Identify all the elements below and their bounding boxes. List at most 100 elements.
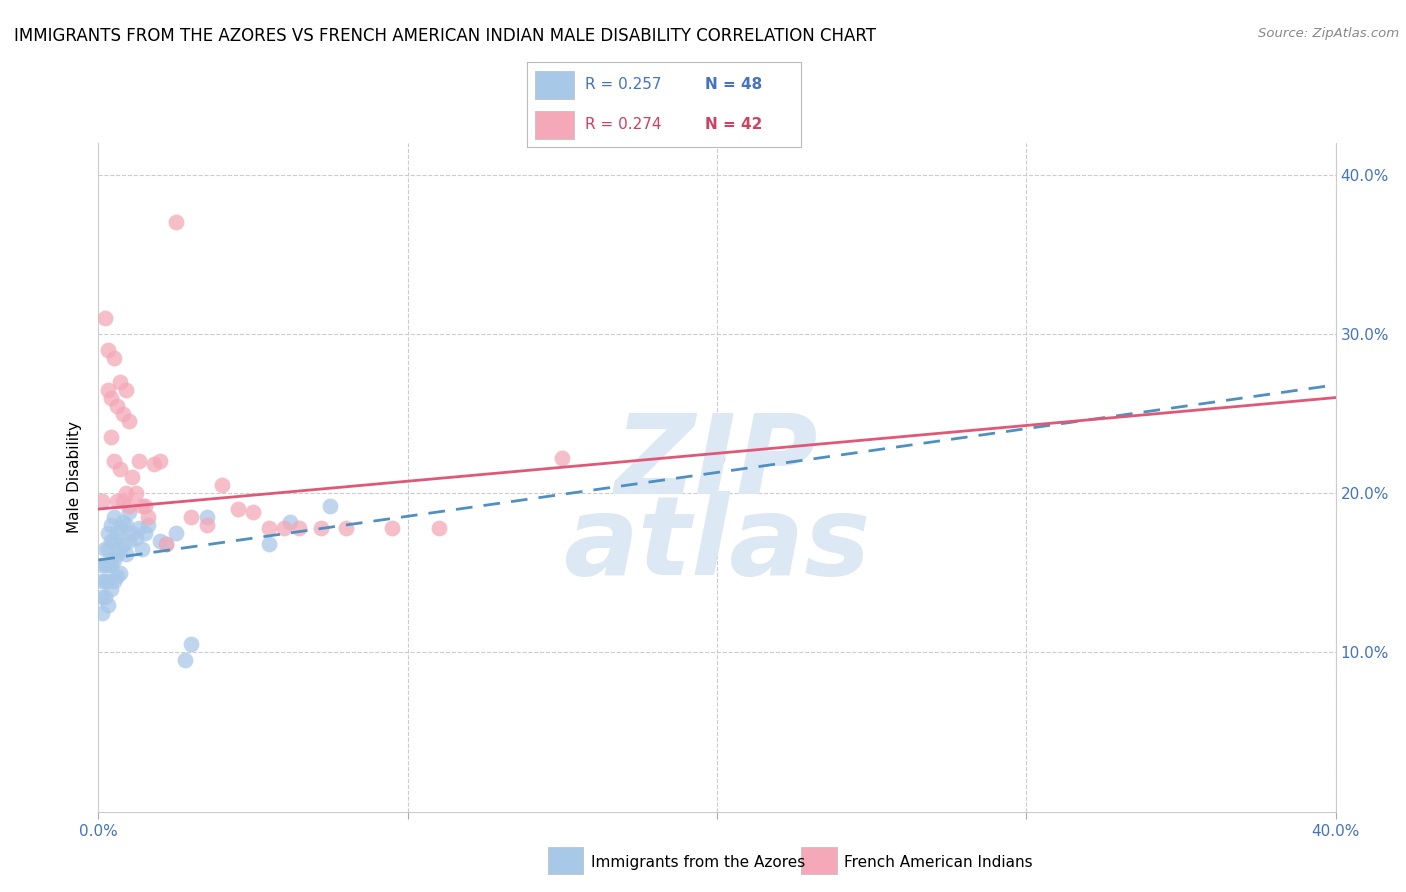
Point [180, 510, 202, 524]
Point [100, 518, 122, 533]
Point [706, 451, 728, 466]
Point [90, 574, 112, 588]
Text: R = 0.274: R = 0.274 [585, 117, 661, 132]
Point [551, 451, 574, 466]
Point [97, 343, 120, 357]
Point [136, 510, 159, 524]
Text: atlas: atlas [564, 491, 870, 598]
Text: ZIP: ZIP [616, 410, 818, 517]
Point [128, 521, 150, 535]
Point [121, 470, 143, 484]
Text: N = 48: N = 48 [706, 78, 762, 93]
Point [427, 521, 450, 535]
Point [105, 399, 128, 413]
Point [97, 574, 120, 588]
Point [93, 574, 115, 588]
Point [309, 521, 332, 535]
Point [134, 526, 156, 541]
Point [105, 569, 128, 583]
Point [100, 391, 122, 405]
Text: R = 0.257: R = 0.257 [585, 78, 661, 93]
Point [335, 521, 357, 535]
Point [105, 547, 128, 561]
Point [97, 383, 120, 397]
Point [124, 486, 146, 500]
Point [278, 515, 301, 529]
Point [195, 510, 218, 524]
Point [93, 590, 115, 604]
Point [115, 486, 138, 500]
Y-axis label: Male Disability: Male Disability [67, 421, 83, 533]
Point [90, 558, 112, 572]
Point [115, 547, 138, 561]
Point [108, 521, 131, 535]
Point [257, 521, 280, 535]
Point [103, 533, 125, 548]
Point [112, 407, 135, 421]
Point [90, 590, 112, 604]
Point [165, 526, 187, 541]
Point [319, 499, 342, 513]
Point [90, 606, 112, 620]
Point [90, 494, 112, 508]
Point [103, 454, 125, 468]
Text: N = 42: N = 42 [706, 117, 763, 132]
Point [105, 526, 128, 541]
Bar [536, 71, 574, 99]
Point [103, 510, 125, 524]
Text: Source: ZipAtlas.com: Source: ZipAtlas.com [1258, 27, 1399, 40]
Point [155, 537, 177, 551]
Point [149, 454, 172, 468]
Point [211, 478, 233, 492]
Point [115, 518, 138, 533]
Point [100, 558, 122, 572]
Point [108, 541, 131, 556]
Point [124, 531, 146, 545]
Text: Immigrants from the Azores: Immigrants from the Azores [591, 855, 804, 870]
Point [155, 537, 177, 551]
Point [288, 521, 311, 535]
Point [112, 537, 135, 551]
Point [174, 653, 197, 667]
Point [100, 533, 122, 548]
Point [115, 383, 138, 397]
Point [97, 558, 120, 572]
Point [165, 215, 187, 229]
Point [103, 574, 125, 588]
Point [118, 414, 141, 429]
Point [97, 526, 120, 541]
Point [93, 541, 115, 556]
Point [118, 499, 141, 513]
Point [108, 375, 131, 389]
Point [100, 582, 122, 596]
Point [121, 526, 143, 541]
Point [103, 553, 125, 567]
Point [97, 541, 120, 556]
Point [136, 518, 159, 533]
Point [149, 533, 172, 548]
Point [195, 518, 218, 533]
Point [143, 458, 166, 472]
Point [105, 494, 128, 508]
Point [108, 566, 131, 580]
Point [93, 310, 115, 325]
Point [100, 430, 122, 444]
Text: French American Indians: French American Indians [844, 855, 1032, 870]
Point [118, 505, 141, 519]
Point [257, 537, 280, 551]
Point [93, 558, 115, 572]
Point [131, 499, 153, 513]
Point [97, 598, 120, 612]
Point [273, 521, 295, 535]
Point [134, 499, 156, 513]
Point [108, 462, 131, 476]
Point [242, 505, 264, 519]
Point [131, 541, 153, 556]
Point [180, 637, 202, 651]
Point [118, 533, 141, 548]
Point [381, 521, 404, 535]
Bar [536, 111, 574, 139]
Point [226, 502, 249, 516]
Point [112, 494, 135, 508]
Point [103, 351, 125, 365]
